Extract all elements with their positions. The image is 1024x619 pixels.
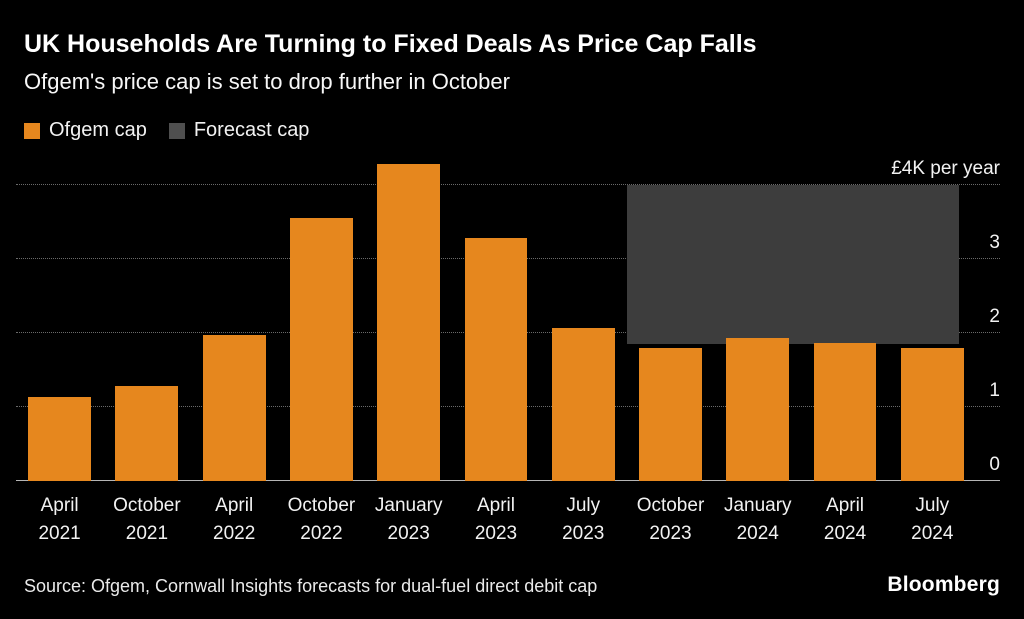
legend: Ofgem cap Forecast cap [24,119,331,142]
bar-january-2023 [377,164,441,481]
bar-slot-january-2023 [365,160,452,481]
x-tick-label-january-2023: January 2023 [374,495,443,544]
legend-item-forecast-cap: Forecast cap [168,119,310,142]
legend-label-ofgem-cap: Ofgem cap [49,119,147,141]
x-axis-labels: April 2021 October 2021 April 2022 October 2022… [16,492,976,548]
bar-slot-july-2023 [540,160,627,481]
bar-april-2024 [813,343,877,481]
bar-january-2024 [726,338,790,481]
legend-swatch-ofgem-cap [24,122,40,139]
y-tick-label-3: 3 [989,232,1000,254]
bar-slot-april-2024 [801,160,888,481]
x-tick-label-april-2023: April 2023 [474,495,518,544]
chart-subtitle: Ofgem's price cap is set to drop further… [24,69,510,94]
forecast-region [626,185,959,345]
legend-swatch-forecast-cap [168,122,185,139]
bar-october-2021 [115,386,179,481]
bar-slot-october-2023 [627,160,714,481]
x-tick-label-october-2022: October 2022 [287,495,356,544]
bar-april-2021 [28,396,92,481]
bar-slot-october-2021 [103,160,190,481]
y-tick-label-2: 2 [989,306,1000,328]
x-tick-label-july-2024: July 2024 [911,495,954,544]
x-tick-label-april-2024: April 2024 [823,495,867,544]
bar-slot-january-2024 [714,160,801,481]
chart-title: UK Households Are Turning to Fixed Deals… [24,30,757,58]
x-tick-label-october-2021: October 2021 [113,495,181,544]
bar-october-2023 [639,347,702,481]
y-tick-label-1: 1 [989,380,1000,402]
gridline-4 [16,184,1000,186]
x-tick-label-april-2021: April 2021 [38,495,81,544]
bar-april-2023 [464,238,528,481]
x-tick-label-july-2023: July 2023 [562,495,605,544]
bar-slot-july-2024 [889,160,976,481]
y-tick-label-4: £4K per year [891,158,1000,180]
x-tick-label-january-2024: January 2024 [723,495,792,544]
legend-item-ofgem-cap: Ofgem cap [24,119,147,142]
bloomberg-logo: Bloomberg [887,573,1000,596]
bar-slot-april-2021 [16,160,103,481]
y-tick-label-0: 0 [989,454,1000,475]
bar-slot-april-2022 [191,160,278,481]
bar-october-2022 [290,218,353,481]
bar-april-2022 [202,335,266,481]
bar-july-2023 [551,327,615,481]
bar-july-2024 [900,347,964,481]
plot-area: £4K per year 3 2 1 0 [16,158,1000,481]
legend-label-forecast-cap: Forecast cap [193,119,310,141]
bars-layer [16,160,976,481]
x-tick-label-april-2022: April 2022 [213,495,256,544]
bar-slot-april-2023 [452,160,539,481]
bar-slot-october-2022 [278,160,365,481]
x-tick-label-october-2023: October 2023 [636,495,705,544]
source-note: Source: Ofgem, Cornwall Insights forecas… [24,576,598,596]
